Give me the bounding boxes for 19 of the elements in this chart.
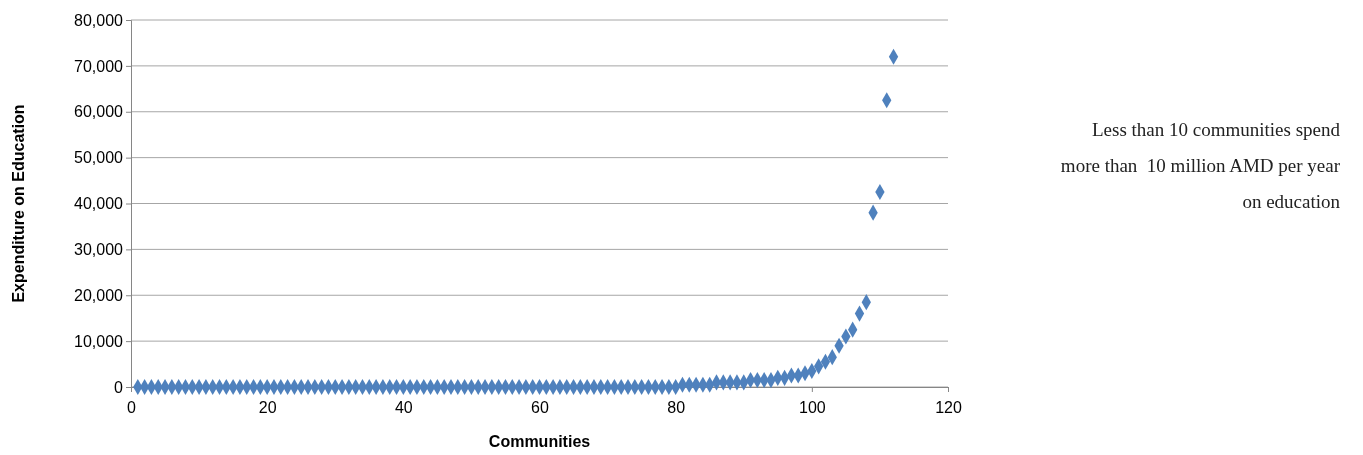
y-tick-label: 40,000 [74,195,124,213]
y-tick-label: 30,000 [74,240,124,258]
x-tick-label: 100 [798,398,826,416]
text: Less than 10 communities spend more than 10 million AMD per year on education [1060,118,1340,215]
y-tick-label: 10,000 [74,332,124,350]
x-tick-label: 80 [667,398,686,416]
y-axis-title: Expenditure on Education [10,104,27,303]
x-tick-label: 120 [935,398,962,416]
x-axis-title: Communities [488,433,591,450]
y-tick-label: 50,000 [74,149,124,167]
x-tick-label: 40 [394,398,413,416]
x-tick-label: 20 [258,398,277,416]
y-tick-label: 80,000 [74,11,124,29]
y-tick-label: 60,000 [74,103,124,121]
x-tick-label: 0 [127,398,137,416]
y-tick-label: 20,000 [74,286,124,304]
y-tick-label: 70,000 [74,57,124,75]
x-tick-label: 60 [531,398,549,416]
y-tick-label: 0 [114,378,124,396]
